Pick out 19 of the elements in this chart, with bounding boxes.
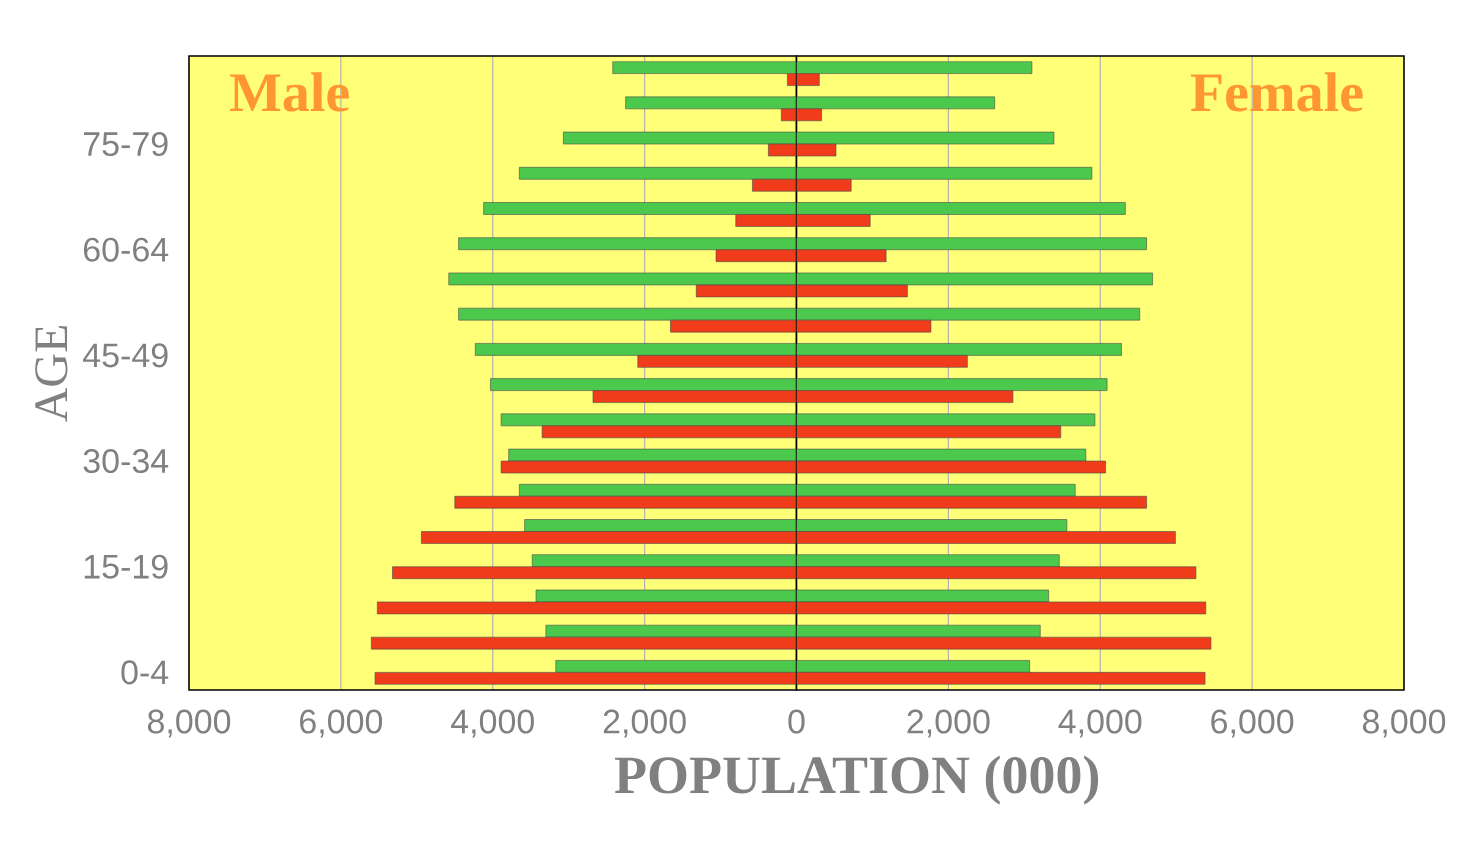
x-tick-label: 4,000 — [450, 709, 534, 738]
annotation: Female — [1190, 72, 1363, 112]
y-tick-label: 15-19 — [84, 554, 168, 579]
y-tick-label: 0-4 — [121, 660, 169, 685]
x-tick-label: 8,000 — [147, 709, 231, 738]
y-tick-label: 30-34 — [83, 449, 169, 474]
y-tick-label: 45-49 — [83, 343, 168, 368]
y-tick-label: 75-79 — [83, 132, 168, 157]
x-tick-label: 6,000 — [1211, 709, 1294, 738]
x-tick-label: 2,000 — [907, 709, 990, 738]
x-tick-label: 2,000 — [603, 709, 686, 738]
y-axis-title: AGE — [35, 326, 68, 422]
x-tick-label: 6,000 — [300, 709, 383, 738]
x-tick-label: 8,000 — [1362, 709, 1446, 738]
x-tick-label: 0 — [788, 709, 805, 734]
x-axis-title: POPULATION (000) — [614, 755, 1099, 805]
y-tick-label: 60-64 — [83, 237, 169, 262]
annotation: Male — [229, 72, 349, 112]
x-tick-label: 4,000 — [1058, 709, 1142, 738]
